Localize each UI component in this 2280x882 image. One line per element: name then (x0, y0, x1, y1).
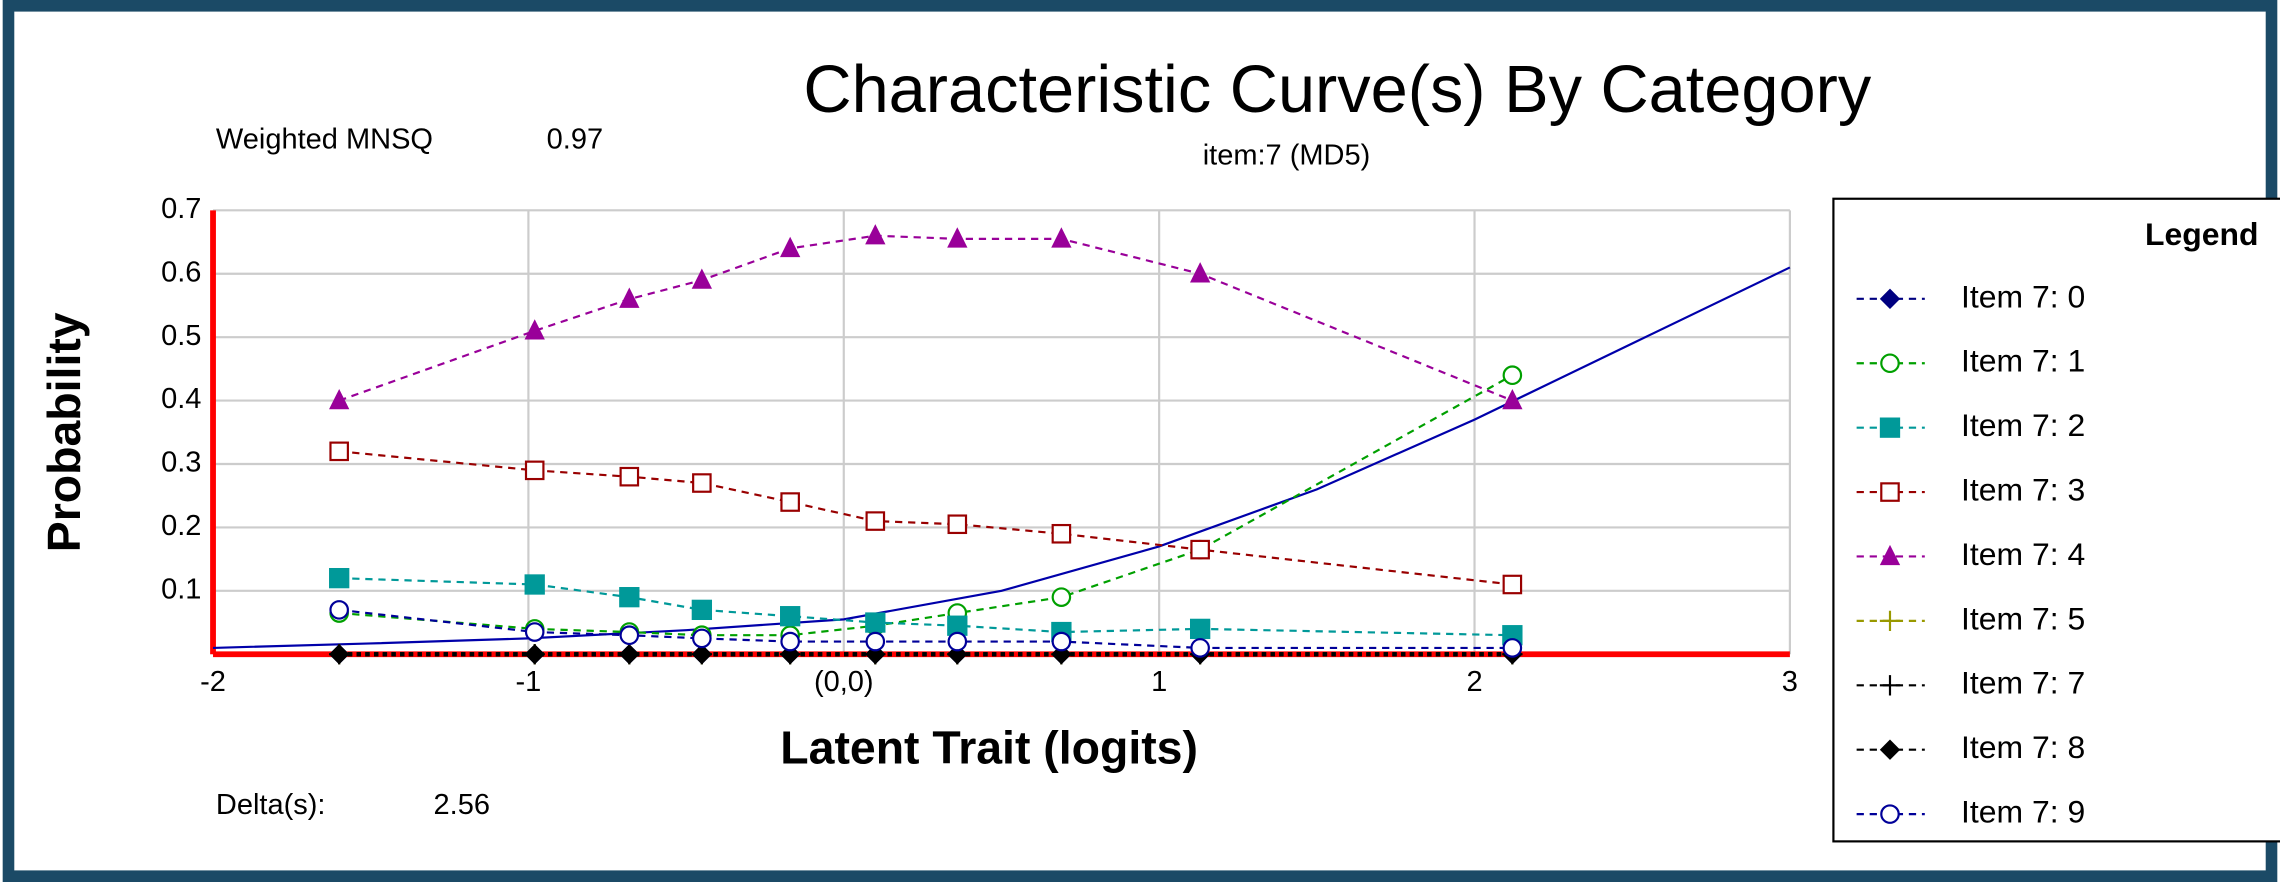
marker (1502, 388, 1523, 410)
y-tick-label: 0.1 (161, 573, 201, 605)
marker (524, 622, 545, 642)
legend-box (1832, 197, 2280, 843)
legend-label: Item 7: 8 (1961, 729, 2085, 765)
marker (1189, 618, 1211, 640)
model-curve (212, 266, 1791, 649)
subtitle: item:7 (MD5) (1203, 139, 1371, 171)
marker (329, 567, 350, 589)
marker (1051, 631, 1072, 652)
legend-label: Item 7: 0 (1961, 278, 2085, 314)
y-tick-label: 0.4 (161, 383, 201, 415)
legend-label: Item 7: 7 (1961, 665, 2085, 701)
y-tick-label: 0.6 (161, 256, 201, 288)
marker (692, 473, 712, 493)
series-line (339, 374, 1513, 637)
legend-title: Legend (2145, 216, 2258, 252)
delta-label: Delta(s): (216, 789, 326, 821)
marker (780, 492, 800, 512)
legend-marker (1880, 482, 1900, 502)
delta-value: 2.56 (434, 789, 490, 821)
marker (947, 514, 968, 535)
marker (524, 319, 545, 340)
legend-label: Item 7: 4 (1961, 536, 2085, 572)
chart-title: Characteristic Curve(s) By Category (803, 53, 1871, 127)
marker (619, 466, 640, 487)
marker (1502, 365, 1523, 386)
legend-label: Item 7: 5 (1961, 600, 2085, 636)
marker (1502, 638, 1523, 658)
marker (619, 644, 640, 665)
marker (524, 574, 545, 595)
marker (780, 631, 800, 652)
legend-marker (1879, 417, 1901, 438)
legend-marker (1879, 610, 1901, 632)
x-tick-label: 3 (1782, 666, 1798, 698)
marker (619, 625, 640, 646)
marker (619, 587, 640, 608)
marker (329, 600, 349, 620)
legend-marker (1879, 675, 1901, 696)
marker (780, 236, 801, 258)
marker (780, 606, 801, 627)
x-tick-label: 2 (1466, 666, 1482, 698)
marker (691, 644, 713, 665)
x-tick-label: 1 (1151, 666, 1167, 698)
marker (865, 631, 886, 652)
marker (1502, 574, 1523, 595)
marker (1051, 587, 1072, 607)
marker (865, 511, 886, 531)
marker (619, 287, 640, 308)
marker (329, 388, 350, 410)
x-tick-label: -1 (516, 666, 542, 698)
fit-value: 0.97 (547, 123, 603, 155)
legend-marker (1880, 353, 1900, 374)
legend-label: Item 7: 3 (1961, 471, 2085, 507)
legend-marker (1880, 804, 1900, 824)
marker (1190, 539, 1210, 560)
y-tick-label: 0.7 (161, 193, 201, 225)
marker (524, 644, 545, 665)
marker (329, 644, 350, 665)
x-axis-label: Latent Trait (logits) (780, 722, 1198, 774)
y-tick-label: 0.5 (161, 320, 201, 352)
marker (691, 599, 713, 621)
legend-marker (1879, 739, 1901, 760)
marker (524, 460, 545, 481)
y-axis-label: Probability (38, 312, 90, 552)
marker (691, 268, 713, 289)
marker (329, 441, 349, 462)
series-line (339, 450, 1513, 586)
marker (1189, 262, 1211, 283)
marker (1051, 227, 1072, 248)
marker (947, 615, 968, 636)
x-tick-label: -2 (200, 666, 226, 698)
marker (1190, 638, 1210, 658)
legend-marker (1879, 544, 1901, 566)
y-tick-label: 0.2 (161, 510, 201, 542)
marker (1051, 523, 1072, 544)
marker (865, 224, 886, 245)
x-tick-label: (0,0) (814, 666, 874, 698)
legend-label: Item 7: 9 (1961, 794, 2085, 830)
marker (692, 628, 712, 649)
marker (947, 227, 968, 248)
marker (865, 612, 886, 633)
legend-label: Item 7: 2 (1961, 407, 2085, 443)
fit-label: Weighted MNSQ (216, 123, 433, 155)
y-tick-label: 0.3 (161, 447, 201, 479)
legend-label: Item 7: 1 (1961, 343, 2085, 379)
marker (947, 631, 968, 652)
